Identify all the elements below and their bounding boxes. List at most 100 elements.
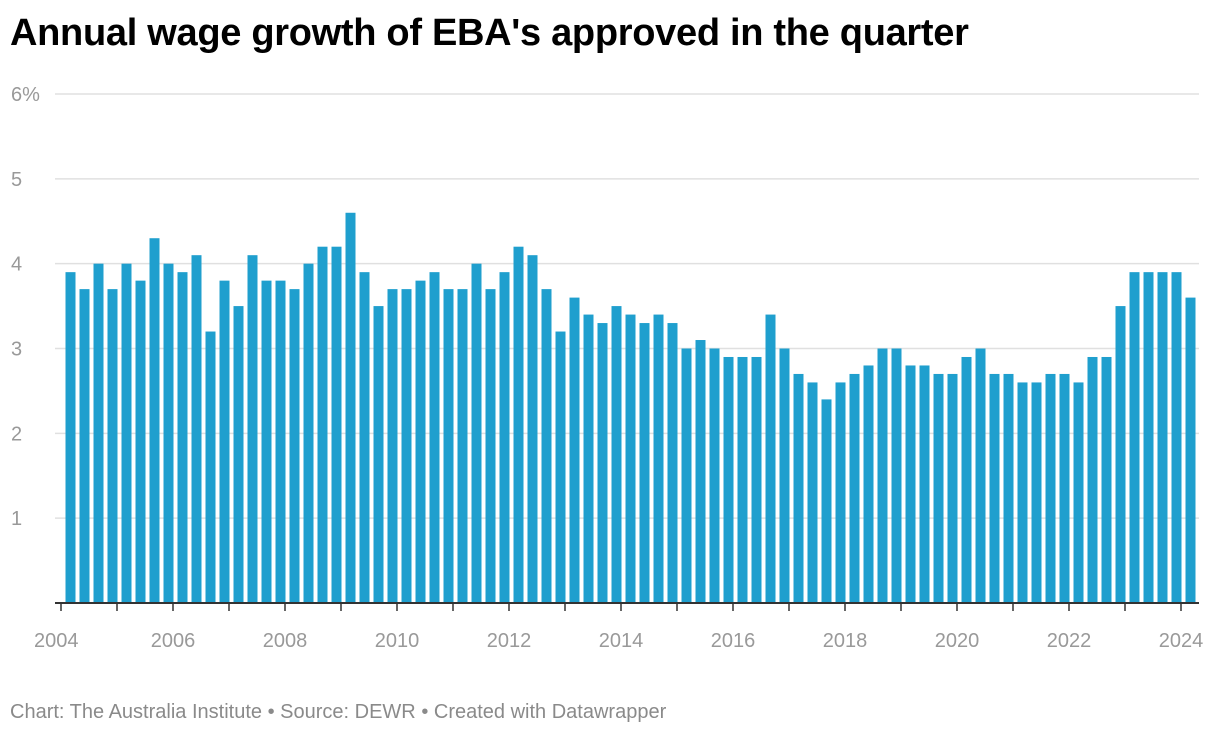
bar (639, 323, 650, 603)
footer-separator: • (421, 701, 429, 723)
footer-chart-source: The Australia Institute (69, 701, 262, 723)
y-axis-labels: 6% 5 4 3 2 1 (11, 84, 40, 530)
bar (373, 306, 384, 603)
y-tick-label: 4 (11, 254, 22, 276)
bar (149, 238, 160, 603)
footer-source-value: DEWR (354, 701, 416, 723)
footer-created-with: Created with Datawrapper (433, 701, 667, 723)
bar (667, 323, 678, 603)
bar (1115, 306, 1126, 603)
bar-chart: 6% 5 4 3 2 1 2004 2006 2008 2010 2012 2014 2016 2018… (11, 84, 1204, 652)
bar (275, 280, 286, 603)
chart-footer: Chart: The Australia Institute • Source:… (10, 701, 666, 724)
bar (849, 373, 860, 603)
x-tick-label: 2018 (823, 630, 868, 652)
bar (695, 340, 706, 603)
bar (681, 348, 692, 603)
bar (1101, 356, 1112, 603)
bar (891, 348, 902, 603)
x-tick-label: 2006 (151, 630, 196, 652)
bar (597, 323, 608, 603)
bar (359, 272, 370, 603)
x-tick-label: 2008 (263, 630, 308, 652)
bar (765, 314, 776, 603)
bar (737, 356, 748, 603)
bar (261, 280, 272, 603)
x-tick-label: 2022 (1047, 630, 1092, 652)
x-tick-label: 2014 (599, 630, 644, 652)
x-tick-label: 2024 (1159, 630, 1204, 652)
bar (569, 297, 580, 603)
bar (989, 373, 1000, 603)
bar (723, 356, 734, 603)
y-tick-label: 6% (11, 84, 40, 106)
bar (1017, 382, 1028, 603)
bar (457, 289, 468, 603)
x-tick-label: 2012 (487, 630, 532, 652)
bars (65, 212, 1196, 603)
bar (1003, 373, 1014, 603)
bar (835, 382, 846, 603)
y-tick-label: 1 (11, 508, 22, 530)
bar (135, 280, 146, 603)
bar (191, 255, 202, 603)
bar (625, 314, 636, 603)
x-axis: 2004 2006 2008 2010 2012 2014 2016 2018 2020 2022… (34, 602, 1204, 652)
bar (807, 382, 818, 603)
bar (1031, 382, 1042, 603)
bar (611, 306, 622, 603)
bar (65, 272, 76, 603)
bar (863, 365, 874, 603)
bar (975, 348, 986, 603)
bar (555, 331, 566, 603)
bar (793, 373, 804, 603)
bar (961, 356, 972, 603)
bar (121, 263, 132, 603)
bar (317, 246, 328, 603)
bar (821, 399, 832, 603)
bar (877, 348, 888, 603)
bar (1185, 297, 1196, 603)
bar (107, 289, 118, 603)
bar (79, 289, 90, 603)
bar (709, 348, 720, 603)
bar (919, 365, 930, 603)
bar (1045, 373, 1056, 603)
x-tick-label: 2016 (711, 630, 756, 652)
bar (219, 280, 230, 603)
bar (205, 331, 216, 603)
y-tick-label: 5 (11, 169, 22, 191)
bar (303, 263, 314, 603)
bar (541, 289, 552, 603)
bar (233, 306, 244, 603)
footer-separator: • (267, 701, 275, 723)
bar (1129, 272, 1140, 603)
x-tick-label: 2010 (375, 630, 420, 652)
footer-chart-label: Chart: (10, 701, 65, 723)
footer-source-label: Source: (280, 701, 350, 723)
bar (415, 280, 426, 603)
chart-title: Annual wage growth of EBA's approved in … (10, 12, 969, 54)
bar (751, 356, 762, 603)
bar (1073, 382, 1084, 603)
bar (779, 348, 790, 603)
bar (485, 289, 496, 603)
bar (93, 263, 104, 603)
y-tick-label: 2 (11, 423, 22, 445)
bar (905, 365, 916, 603)
bar (471, 263, 482, 603)
bar (401, 289, 412, 603)
bar (499, 272, 510, 603)
bar (387, 289, 398, 603)
bar (1087, 356, 1098, 603)
y-tick-label: 3 (11, 339, 22, 361)
bar (289, 289, 300, 603)
bar (429, 272, 440, 603)
bar (345, 212, 356, 603)
x-tick-label: 2020 (935, 630, 980, 652)
bar (331, 246, 342, 603)
bar (1157, 272, 1168, 603)
bar (177, 272, 188, 603)
bar (443, 289, 454, 603)
bar (247, 255, 258, 603)
